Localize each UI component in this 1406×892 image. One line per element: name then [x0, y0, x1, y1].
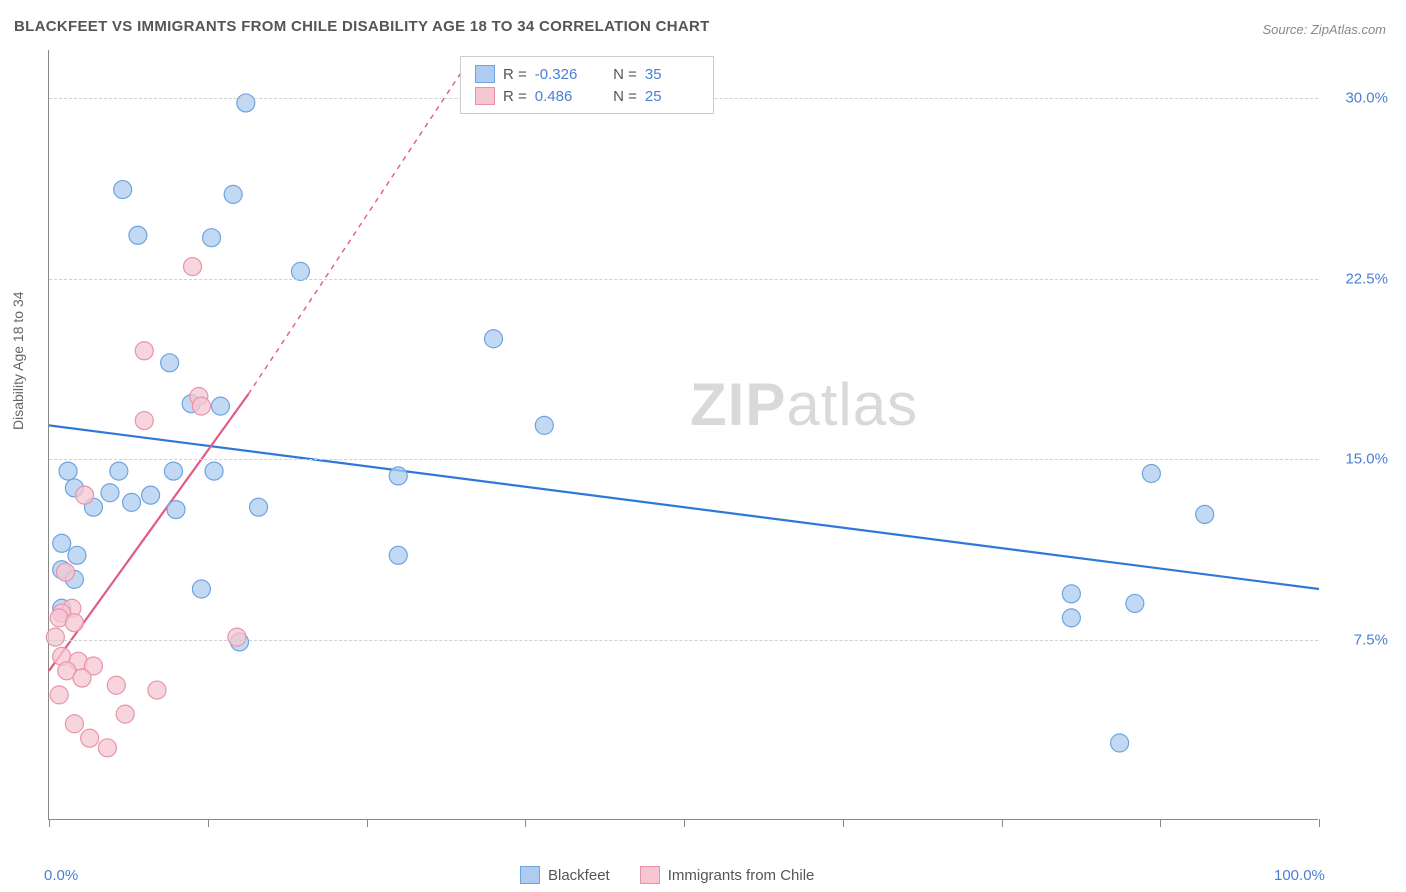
scatter-point — [101, 484, 119, 502]
scatter-point — [107, 676, 125, 694]
source-attribution: Source: ZipAtlas.com — [1262, 22, 1386, 37]
scatter-point — [123, 493, 141, 511]
scatter-point — [135, 412, 153, 430]
gridline-horizontal — [49, 279, 1318, 280]
x-tick-mark — [1002, 819, 1003, 827]
scatter-point — [1196, 505, 1214, 523]
stat-r-label: R = — [503, 88, 527, 105]
scatter-point — [203, 229, 221, 247]
x-tick-mark — [684, 819, 685, 827]
scatter-point — [73, 669, 91, 687]
scatter-point — [192, 397, 210, 415]
scatter-point — [110, 462, 128, 480]
plot-area — [48, 50, 1318, 820]
scatter-point — [116, 705, 134, 723]
scatter-point — [237, 94, 255, 112]
stat-r-value: 0.486 — [535, 88, 589, 105]
stat-n-value: 25 — [645, 88, 699, 105]
scatter-point — [129, 226, 147, 244]
legend-item: Immigrants from Chile — [640, 866, 815, 884]
legend-swatch — [520, 866, 540, 884]
legend-label: Immigrants from Chile — [668, 867, 815, 884]
chart-title: BLACKFEET VS IMMIGRANTS FROM CHILE DISAB… — [14, 18, 710, 35]
stat-n-value: 35 — [645, 66, 699, 83]
scatter-point — [389, 467, 407, 485]
scatter-point — [161, 354, 179, 372]
scatter-point — [59, 462, 77, 480]
x-tick-mark — [208, 819, 209, 827]
y-tick-label: 30.0% — [1345, 90, 1388, 107]
scatter-point — [135, 342, 153, 360]
scatter-point — [205, 462, 223, 480]
scatter-point — [389, 546, 407, 564]
scatter-point — [65, 715, 83, 733]
legend-label: Blackfeet — [548, 867, 610, 884]
stat-n-label: N = — [613, 66, 637, 83]
scatter-point — [76, 486, 94, 504]
scatter-point — [184, 258, 202, 276]
scatter-point — [65, 614, 83, 632]
y-tick-label: 22.5% — [1345, 270, 1388, 287]
scatter-point — [142, 486, 160, 504]
y-tick-label: 7.5% — [1354, 631, 1388, 648]
x-tick-mark — [1319, 819, 1320, 827]
stat-n-label: N = — [613, 88, 637, 105]
stats-legend-row: R = 0.486 N = 25 — [475, 85, 699, 107]
scatter-point — [98, 739, 116, 757]
x-tick-mark — [1160, 819, 1161, 827]
scatter-point — [224, 185, 242, 203]
x-tick-label: 0.0% — [44, 867, 78, 884]
scatter-point — [46, 628, 64, 646]
trend-line-dashed — [248, 62, 468, 394]
x-tick-label: 100.0% — [1274, 867, 1325, 884]
stat-r-label: R = — [503, 66, 527, 83]
scatter-point — [535, 416, 553, 434]
scatter-point — [1062, 609, 1080, 627]
scatter-point — [485, 330, 503, 348]
scatter-point — [1126, 594, 1144, 612]
scatter-point — [81, 729, 99, 747]
scatter-point — [1111, 734, 1129, 752]
scatter-point — [1062, 585, 1080, 603]
gridline-horizontal — [49, 640, 1318, 641]
scatter-point — [68, 546, 86, 564]
scatter-point — [211, 397, 229, 415]
x-tick-mark — [49, 819, 50, 827]
scatter-point — [148, 681, 166, 699]
scatter-point — [228, 628, 246, 646]
scatter-point — [250, 498, 268, 516]
y-axis-label: Disability Age 18 to 34 — [10, 291, 26, 430]
plot-svg — [49, 50, 1318, 819]
stats-legend-row: R = -0.326 N = 35 — [475, 63, 699, 85]
scatter-point — [164, 462, 182, 480]
scatter-point — [167, 501, 185, 519]
scatter-point — [114, 181, 132, 199]
gridline-horizontal — [49, 459, 1318, 460]
scatter-point — [1142, 465, 1160, 483]
scatter-point — [192, 580, 210, 598]
scatter-point — [53, 534, 71, 552]
legend-swatch — [640, 866, 660, 884]
y-tick-label: 15.0% — [1345, 451, 1388, 468]
trend-line — [49, 425, 1319, 589]
stats-legend: R = -0.326 N = 35 R = 0.486 N = 25 — [460, 56, 714, 114]
scatter-point — [50, 686, 68, 704]
x-tick-mark — [843, 819, 844, 827]
x-tick-mark — [367, 819, 368, 827]
legend-swatch — [475, 65, 495, 83]
x-tick-mark — [525, 819, 526, 827]
bottom-legend: Blackfeet Immigrants from Chile — [520, 866, 814, 884]
scatter-point — [57, 563, 75, 581]
legend-item: Blackfeet — [520, 866, 610, 884]
stat-r-value: -0.326 — [535, 66, 589, 83]
legend-swatch — [475, 87, 495, 105]
